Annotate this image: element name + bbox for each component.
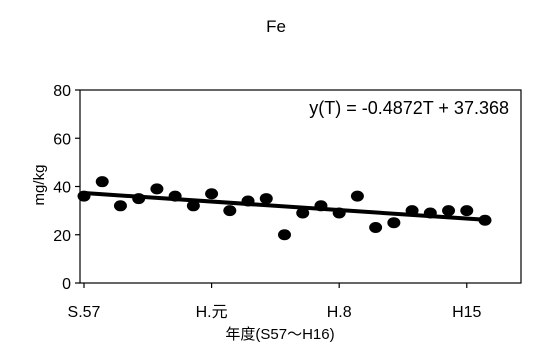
data-point [296,207,310,219]
x-tick-label: H15 [452,304,481,321]
y-tick-label: 80 [53,83,71,100]
x-tick-label: S.57 [68,304,101,321]
x-axis: S.57 H.元 H.8 H15 [68,283,482,321]
x-axis-label: 年度(S57～H16) [225,326,334,343]
y-axis-label: mg/kg [31,165,48,206]
data-point [332,207,346,219]
data-point [350,190,364,202]
data-point [150,183,164,195]
data-point [460,205,474,217]
data-point [223,205,237,217]
x-tick-label: H.元 [196,304,228,321]
data-point [259,193,273,205]
plot-area [79,89,522,284]
data-point [241,195,255,207]
y-tick-label: 60 [53,131,71,148]
data-point [278,229,291,241]
data-point [132,193,146,205]
data-point [423,207,437,219]
y-tick-label: 40 [53,180,71,197]
data-point [77,190,91,202]
x-tick-label: H.8 [327,304,352,321]
data-point [442,205,456,217]
trendline [82,191,487,222]
chart-title: Fe [266,17,286,36]
data-point [369,222,383,234]
y-axis: 0 20 40 60 80 [53,83,80,293]
data-point [478,214,492,226]
data-point [113,200,127,212]
plot-frame [79,89,522,284]
data-point [387,217,401,229]
y-tick-label: 20 [53,228,71,245]
y-tick-label: 0 [62,276,71,293]
data-point [186,200,200,212]
data-point [205,188,219,200]
data-point [95,176,109,188]
data-point [168,190,182,202]
data-point [314,200,328,212]
trendline-equation: y(T) = -0.4872T + 37.368 [309,98,509,118]
data-points [77,176,492,241]
trendline-group [82,191,487,222]
data-point [405,205,419,217]
